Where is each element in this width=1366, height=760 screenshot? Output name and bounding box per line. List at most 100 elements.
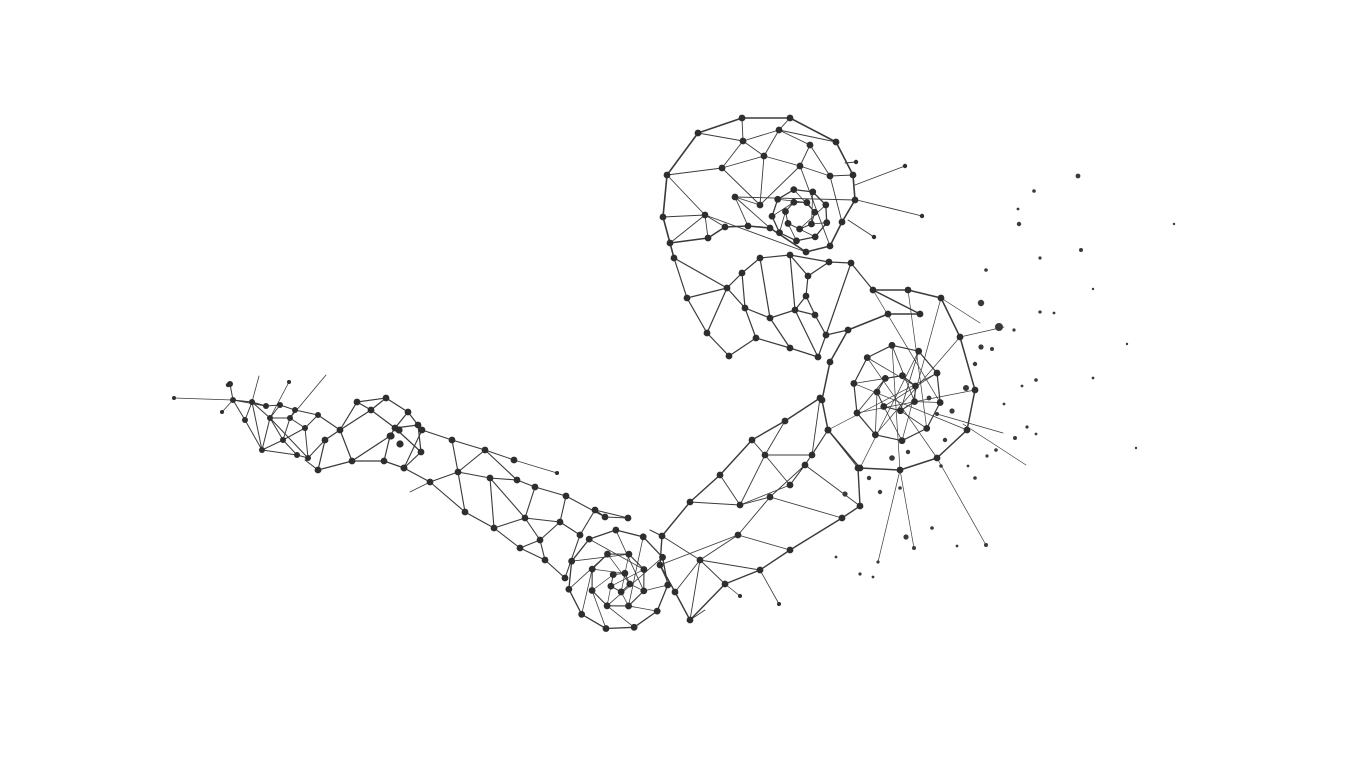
mesh-edge — [588, 529, 617, 540]
mesh-edge — [737, 534, 791, 551]
mesh-edge — [759, 165, 801, 206]
mesh-edge — [409, 481, 431, 493]
mesh-node — [367, 406, 375, 414]
mesh-node — [806, 141, 814, 149]
mesh-node — [659, 553, 666, 561]
particle-dot — [912, 546, 916, 550]
mesh-node — [739, 137, 747, 145]
mesh-edge — [704, 214, 726, 228]
mesh-edge — [615, 529, 644, 538]
mesh-node — [844, 326, 852, 334]
mesh-node — [513, 476, 521, 484]
particle-trail — [936, 413, 1004, 434]
mesh-node — [426, 478, 434, 486]
particle-dot — [978, 344, 984, 350]
particle-dot — [955, 544, 959, 548]
mesh-node — [937, 294, 945, 302]
mesh-node — [694, 129, 702, 137]
mesh-edge — [827, 429, 859, 469]
mesh-edge — [662, 174, 668, 218]
mesh-node — [561, 574, 569, 582]
mesh-edge — [383, 435, 391, 462]
mesh-node — [849, 171, 857, 179]
mesh-edge — [642, 536, 664, 558]
mesh-edge — [304, 427, 309, 459]
mesh-edge — [697, 117, 743, 134]
mesh-edge — [173, 397, 234, 401]
particle-dot — [1032, 189, 1036, 193]
particle-dot — [973, 476, 977, 480]
mesh-edge — [739, 496, 771, 506]
mesh-node — [748, 436, 756, 444]
mesh-node — [348, 457, 356, 465]
mesh-edge — [828, 261, 852, 264]
mesh-edge — [901, 427, 928, 442]
mesh-node — [775, 126, 783, 134]
mesh-edge — [457, 471, 491, 479]
mesh-edge — [628, 553, 645, 571]
mesh-node — [640, 587, 648, 595]
mesh-edge — [856, 412, 876, 436]
mesh-node — [576, 531, 584, 539]
mesh-node — [796, 225, 803, 233]
mesh-node — [824, 426, 832, 434]
mesh-edge — [571, 553, 630, 562]
mesh-edge — [580, 613, 607, 630]
mesh-node — [871, 431, 879, 439]
mesh-node — [838, 218, 846, 226]
mesh-edge — [852, 174, 856, 201]
mesh-edge — [827, 372, 938, 431]
mesh-node — [936, 399, 944, 406]
mesh-edge — [666, 132, 699, 176]
mesh-edge — [484, 449, 515, 461]
mesh-edge — [850, 262, 874, 291]
mesh-node — [786, 481, 794, 489]
mesh-edge — [719, 439, 753, 476]
particle-dot — [1016, 221, 1022, 227]
mesh-node — [718, 164, 726, 172]
mesh-edge — [666, 167, 723, 176]
mesh-edge — [661, 501, 691, 537]
particle-dot — [876, 560, 880, 564]
mesh-edge — [769, 309, 796, 319]
particle-dot — [858, 572, 862, 576]
mesh-node — [744, 222, 752, 230]
mesh-node — [588, 587, 596, 594]
mesh-edge — [674, 559, 701, 593]
particle-dot — [1034, 432, 1038, 436]
mesh-node — [796, 162, 804, 170]
mesh-node — [854, 464, 862, 472]
mesh-edge — [659, 534, 739, 566]
mesh-edge — [568, 588, 583, 615]
particle-dot — [1052, 311, 1056, 315]
mesh-edge — [674, 591, 691, 621]
mesh-node — [653, 607, 661, 615]
mesh-edge — [805, 295, 816, 316]
mesh-node — [902, 163, 908, 169]
mesh-edge — [853, 375, 903, 384]
mesh-edge — [821, 361, 831, 401]
particle-dot — [930, 526, 934, 530]
mesh-edge — [755, 337, 791, 349]
mesh-node — [418, 426, 426, 434]
mesh-node — [617, 588, 625, 596]
mesh-node — [603, 602, 611, 610]
mesh-edge — [568, 553, 608, 590]
mesh-edge — [742, 140, 765, 157]
mesh-edge — [825, 329, 849, 336]
particle-dot — [889, 455, 895, 461]
particle-dot — [1002, 402, 1006, 406]
mesh-edge — [559, 495, 567, 523]
mesh-node — [609, 571, 617, 579]
particle-trail — [940, 297, 981, 324]
mesh-edge — [689, 583, 726, 621]
mesh-edge — [821, 399, 829, 431]
mesh-node — [738, 594, 742, 598]
mesh-edge — [370, 409, 396, 429]
mesh-edge — [721, 140, 744, 169]
mesh-node — [786, 344, 794, 352]
mesh-node — [774, 195, 782, 203]
mesh-edge — [744, 307, 771, 319]
mesh-node — [626, 580, 634, 588]
mesh-node — [704, 234, 712, 242]
